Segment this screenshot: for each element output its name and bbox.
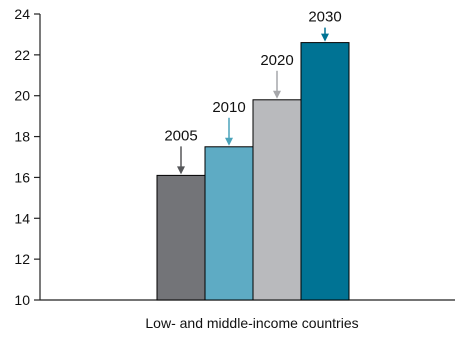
axes: 10 12 14 16 18 20 22 24 bbox=[14, 6, 455, 308]
y-tick-label: 18 bbox=[14, 129, 30, 145]
bar-arrowhead-2005 bbox=[177, 166, 185, 175]
bar-arrowhead-2030 bbox=[321, 33, 329, 42]
bar-arrowhead-2020 bbox=[273, 90, 281, 99]
x-axis-label: Low- and middle-income countries bbox=[145, 315, 358, 331]
y-tick-label: 10 bbox=[14, 292, 30, 308]
y-tick-label: 16 bbox=[14, 169, 30, 185]
bar-2030 bbox=[300, 42, 350, 301]
y-tick-label: 22 bbox=[14, 47, 30, 63]
y-tick-label: 14 bbox=[14, 210, 30, 226]
bar-label-2005: 2005 bbox=[164, 127, 197, 144]
y-tick-label: 12 bbox=[14, 251, 30, 267]
bar-label-2010: 2010 bbox=[212, 99, 245, 116]
bar-2020 bbox=[252, 99, 302, 301]
bar-label-2030: 2030 bbox=[308, 9, 341, 26]
y-tick-label: 24 bbox=[14, 6, 30, 22]
bar-2005 bbox=[156, 174, 206, 301]
bars bbox=[156, 42, 350, 301]
bar-2010 bbox=[204, 146, 254, 301]
bar-label-2020: 2020 bbox=[260, 52, 293, 69]
bar-labels: 2005 2010 2020 2030 bbox=[164, 9, 342, 175]
y-tick-label: 20 bbox=[14, 88, 30, 104]
bar-arrowhead-2010 bbox=[225, 137, 233, 146]
